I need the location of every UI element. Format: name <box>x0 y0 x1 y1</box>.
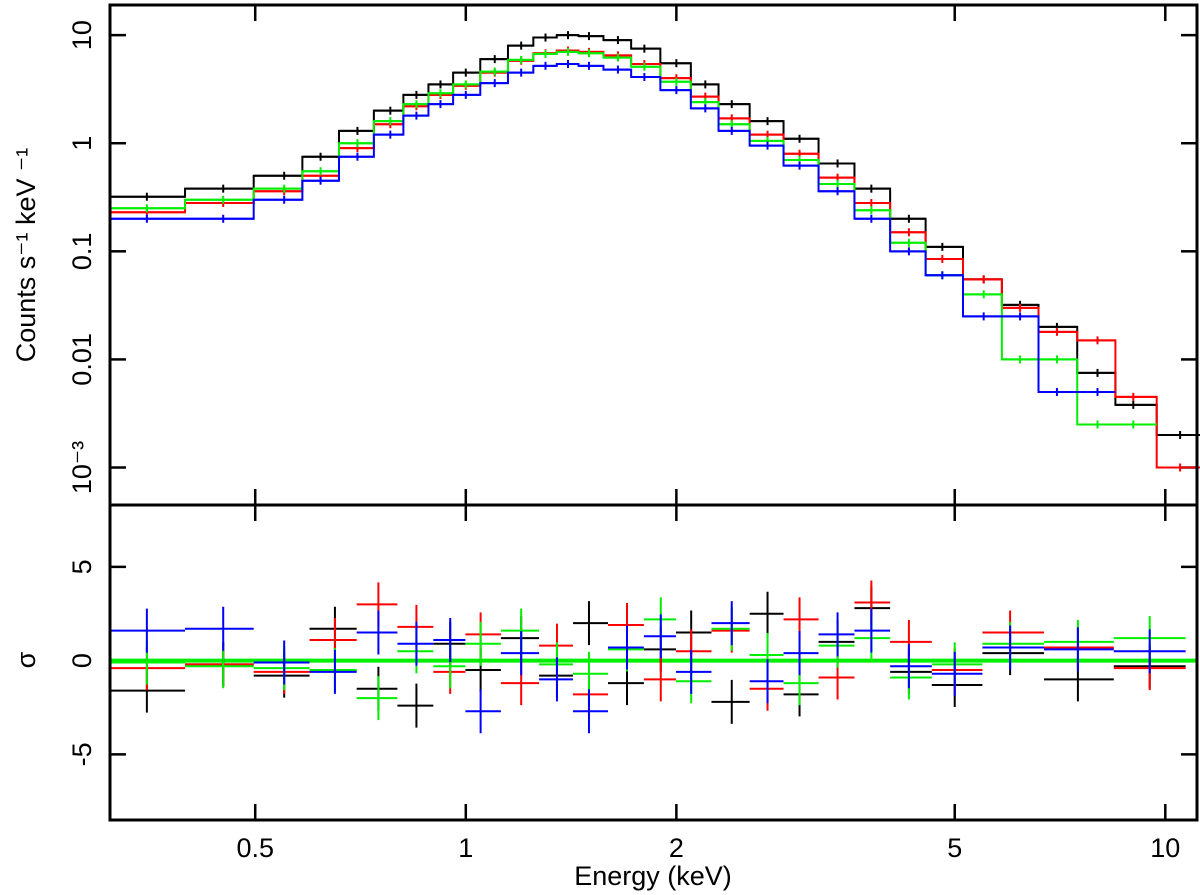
y-tick-label: 1 <box>67 136 97 151</box>
y-tick-label: 0.01 <box>67 333 97 386</box>
spectrum-step <box>108 50 1157 426</box>
spectrum-step <box>108 63 1116 393</box>
x-axis-label: Energy (keV) <box>574 861 732 891</box>
y-tick-label: 5 <box>67 559 97 574</box>
x-tick-label: 1 <box>458 833 473 863</box>
y-tick-label: -5 <box>67 742 97 766</box>
y-tick-label: 0 <box>67 653 97 668</box>
x-tick-label: 2 <box>669 833 684 863</box>
y-axis-label: Counts s⁻¹ keV ⁻¹ <box>11 148 41 363</box>
y-tick-label: 10 <box>67 20 97 50</box>
x-tick-label: 10 <box>1150 833 1180 863</box>
x-tick-label: 5 <box>947 833 962 863</box>
spectrum-step <box>108 34 1200 436</box>
panel-frame <box>108 3 1199 507</box>
y-tick-label: 0.1 <box>67 233 97 271</box>
panel-frame <box>108 503 1199 822</box>
y-tick-label: 10⁻³ <box>67 441 97 494</box>
spectrum-step <box>108 49 1200 469</box>
x-tick-label: 0.5 <box>236 833 274 863</box>
y-axis-label: σ <box>11 651 41 668</box>
